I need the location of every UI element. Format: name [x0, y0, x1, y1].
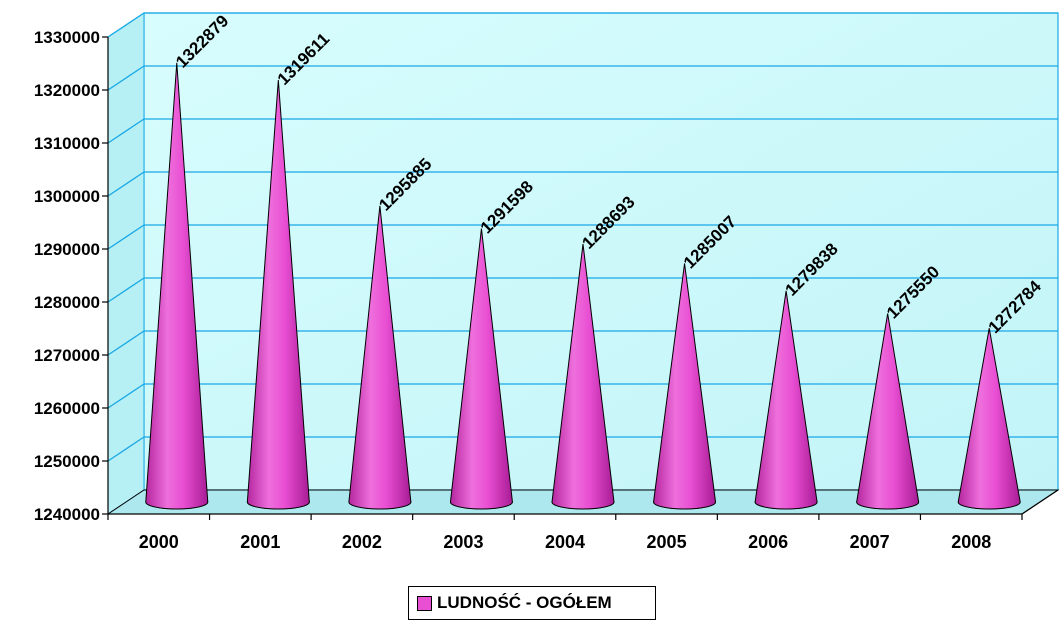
cone-bar	[145, 62, 209, 510]
x-tick-label: 2003	[443, 532, 483, 552]
gridline-side	[107, 171, 145, 197]
x-tick-label: 2006	[748, 532, 788, 552]
gridline-side	[107, 277, 145, 303]
x-tick-label: 2005	[647, 532, 687, 552]
cone-bar	[957, 328, 1021, 510]
axes	[107, 37, 1059, 515]
x-tick-label: 2000	[139, 532, 179, 552]
gridline-side	[107, 383, 145, 409]
gridline-side	[107, 65, 145, 91]
gridline-side	[107, 436, 145, 462]
floor-edge	[1021, 489, 1059, 515]
x-axis-tick-labels: 2000 2001 2002 2003 2004 2005 2006 2007 2008	[107, 514, 1023, 552]
y-tick-label: 1260000	[34, 399, 100, 418]
x-tick-label: 2004	[545, 532, 585, 552]
legend: LUDNOŚĆ - OGÓŁEM	[408, 586, 656, 620]
y-tick-label: 1240000	[34, 505, 100, 524]
gridline-side	[107, 330, 145, 356]
y-tick-label: 1280000	[34, 293, 100, 312]
side-wall	[107, 12, 145, 515]
gridline-side	[107, 224, 145, 250]
y-tick-label: 1250000	[34, 452, 100, 471]
y-tick-label: 1290000	[34, 240, 100, 259]
cone-bar	[551, 243, 615, 510]
gridline-side	[107, 118, 145, 144]
y-axis-tick-labels: 1240000 1250000 1260000 1270000 1280000 12900…	[34, 28, 108, 524]
cone-bar	[754, 290, 818, 510]
gridline-side	[107, 12, 145, 38]
x-tick-label: 2001	[240, 532, 280, 552]
cone-bar	[246, 80, 310, 510]
cone-bar	[449, 228, 513, 510]
x-tick-label: 2008	[951, 532, 991, 552]
y-tick-label: 1330000	[34, 28, 100, 47]
cone-bar	[348, 205, 412, 510]
y-tick-label: 1270000	[34, 346, 100, 365]
cone-bars	[145, 62, 1021, 510]
legend-swatch	[417, 595, 432, 611]
y-tick-label: 1310000	[34, 134, 100, 153]
y-tick-label: 1320000	[34, 81, 100, 100]
y-tick-label: 1300000	[34, 187, 100, 206]
legend-label: LUDNOŚĆ - OGÓŁEM	[437, 593, 612, 612]
cone-bar	[653, 263, 717, 510]
x-tick-label: 2007	[850, 532, 890, 552]
x-tick-label: 2002	[342, 532, 382, 552]
cone-bar	[856, 313, 920, 510]
